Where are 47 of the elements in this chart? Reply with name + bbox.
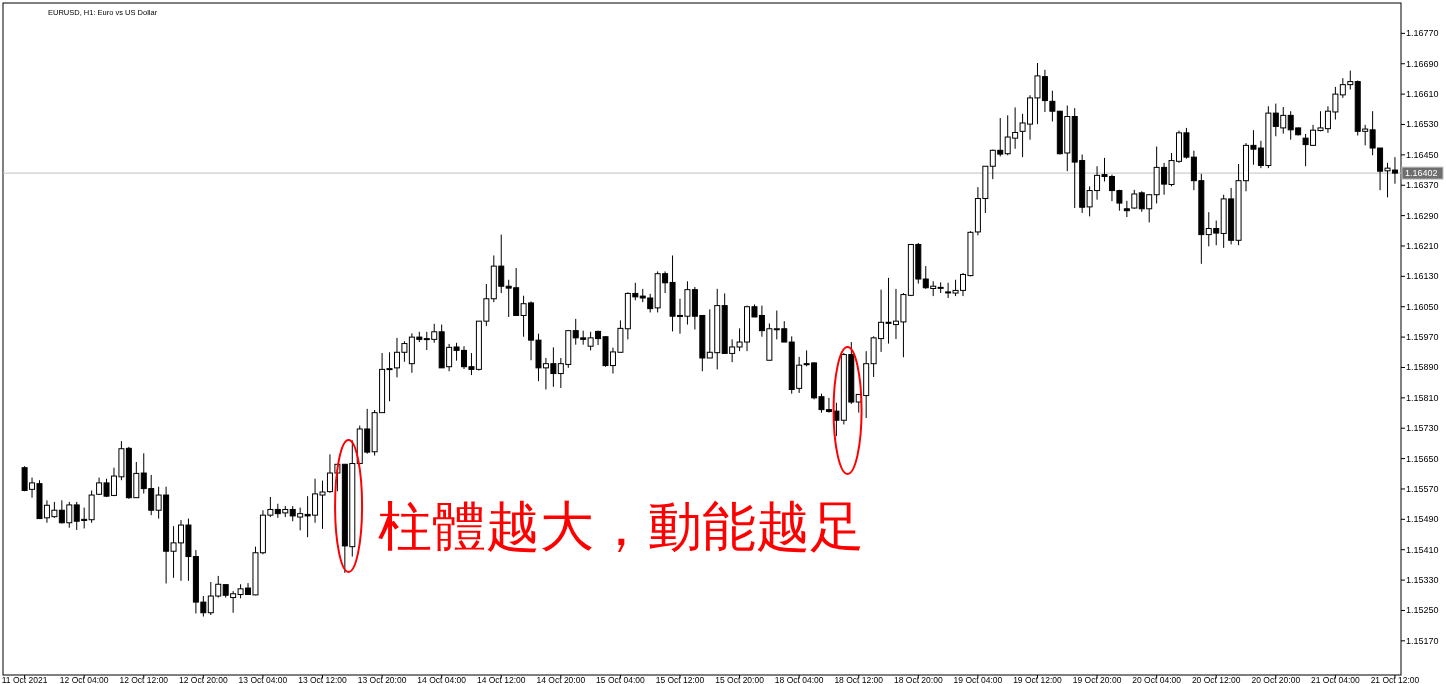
ytick-label: 1.15410 [1406,544,1439,555]
xtick-label: 12 Oct 20:00 [179,675,228,684]
xtick-label: 18 Oct 12:00 [834,675,884,684]
xtick-label: 14 Oct 04:00 [417,675,466,684]
xtick-label: 14 Oct 20:00 [536,675,586,684]
xtick-label: 15 Oct 12:00 [655,675,705,684]
ytick-label: 1.15250 [1406,605,1439,616]
xtick-label: 21 Oct 12:00 [1370,675,1420,684]
ytick-label: 1.15570 [1406,483,1439,494]
xtick-label: 15 Oct 04:00 [596,675,645,684]
xtick-label: 20 Oct 12:00 [1191,675,1241,684]
ytick-label: 1.15170 [1406,635,1439,646]
ytick-label: 1.15970 [1406,332,1439,343]
ytick-label: 1.16050 [1406,301,1439,312]
ytick-label: 1.16370 [1406,180,1439,191]
annotation: 柱體越大，動能越足 [378,496,864,556]
xtick-label: 20 Oct 04:00 [1132,675,1181,684]
xtick-label: 21 Oct 04:00 [1311,675,1360,684]
ytick-label: 1.15730 [1406,423,1439,434]
xtick-label: 20 Oct 20:00 [1251,675,1301,684]
ytick-label: 1.16530 [1406,119,1439,130]
ytick-label: 1.16450 [1406,149,1439,160]
xtick-label: 15 Oct 20:00 [715,675,764,684]
ref-line-label: 1.16402 [1405,168,1438,179]
xtick-label: 18 Oct 04:00 [774,675,824,684]
ytick-label: 1.16610 [1406,89,1439,100]
ytick-label: 1.16690 [1406,58,1439,69]
ytick-label: 1.15650 [1406,453,1439,464]
xtick-label: 13 Oct 04:00 [238,675,288,684]
xtick-label: 12 Oct 04:00 [59,675,109,684]
ytick-label: 1.16290 [1406,210,1439,221]
xtick-label: 18 Oct 20:00 [894,675,943,684]
xtick-label: 13 Oct 12:00 [298,675,347,684]
xtick-label: 14 Oct 12:00 [476,675,526,684]
xtick-label: 19 Oct 12:00 [1013,675,1062,684]
xtick-label: 12 Oct 12:00 [119,675,169,684]
xtick-label: 11 Oct 2021 [1,675,48,684]
xtick-label: 13 Oct 20:00 [357,675,407,684]
ytick-label: 1.15490 [1406,514,1439,525]
ytick-label: 1.15810 [1406,392,1439,403]
xtick-label: 19 Oct 20:00 [1072,675,1122,684]
ytick-label: 1.16130 [1406,271,1439,282]
ytick-label: 1.15330 [1406,575,1439,586]
ytick-label: 1.16210 [1406,241,1439,251]
ytick-label: 1.16770 [1406,28,1439,39]
xtick-label: 19 Oct 04:00 [953,675,1003,684]
ytick-label: 1.15890 [1406,362,1439,373]
